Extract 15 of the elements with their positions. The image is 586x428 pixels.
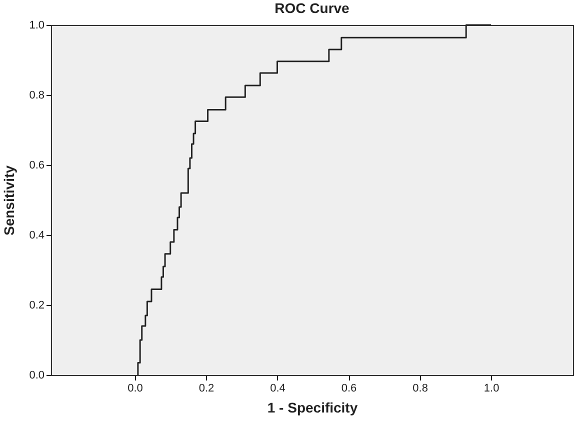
y-axis-title: Sensitivity [1, 165, 18, 236]
y-tick-label: 0.4 [29, 230, 44, 242]
x-tick-label: 0.0 [128, 382, 143, 394]
y-tick-label: 0.6 [29, 160, 44, 172]
y-tick-label: 0.0 [29, 370, 44, 382]
x-tick-label: 0.8 [412, 382, 428, 394]
x-tick-label: 0.4 [270, 382, 286, 394]
x-tick-label: 0.6 [341, 382, 357, 394]
x-axis-title: 1 - Specificity [267, 400, 358, 416]
y-tick-label: 0.2 [29, 300, 44, 312]
x-tick-label: 1.0 [484, 382, 500, 394]
y-tick-label: 1.0 [29, 20, 44, 32]
x-tick-label: 0.2 [198, 382, 214, 394]
y-tick-label: 0.8 [29, 90, 44, 102]
chart-title: ROC Curve [274, 0, 350, 16]
